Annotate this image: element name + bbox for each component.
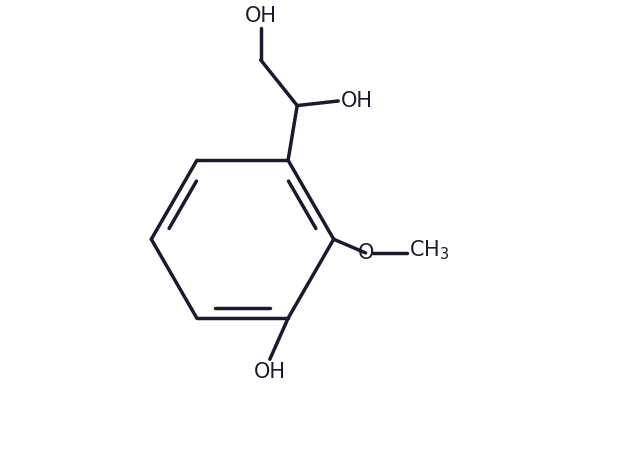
Text: OH: OH [244, 6, 276, 26]
Text: CH$_3$: CH$_3$ [409, 239, 449, 262]
Text: O: O [357, 243, 374, 263]
Text: OH: OH [254, 361, 286, 382]
Text: OH: OH [340, 91, 372, 111]
